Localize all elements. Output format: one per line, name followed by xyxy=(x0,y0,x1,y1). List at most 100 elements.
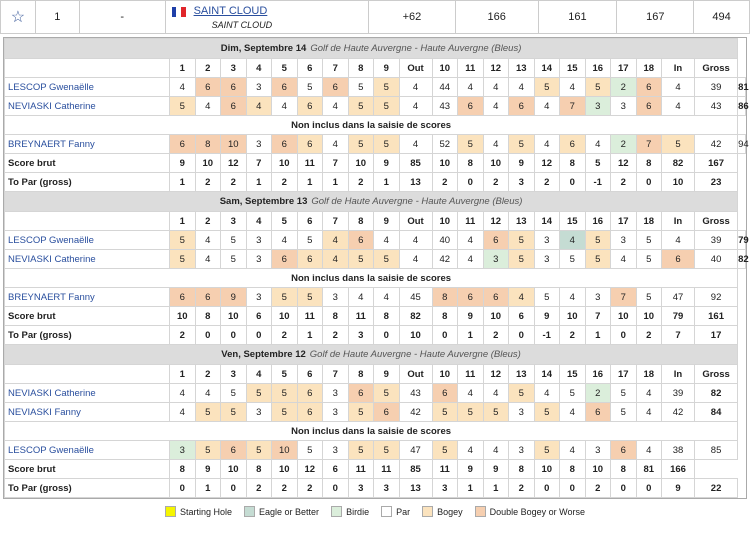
score-cell: 4 xyxy=(194,96,221,116)
player-name-link[interactable]: NEVIASKI Catherine xyxy=(4,383,170,403)
legend-item: Starting Hole xyxy=(164,506,232,517)
to-par-row: To Par (gross) 1 2 2 1 2 1 1 2 1 13 2 0 2 3 2 0 -1 2 0 10 23 xyxy=(4,172,746,192)
legend-label: Birdie xyxy=(346,506,370,517)
hole-header xyxy=(4,58,170,78)
score-cell: 2 xyxy=(271,172,298,192)
score-cell: 1 xyxy=(373,172,400,192)
score-cell: 5 xyxy=(245,383,272,403)
score-cell: 3 xyxy=(245,249,272,269)
score-cell: 6 xyxy=(245,306,272,326)
score-cell: 5 xyxy=(584,249,611,269)
score-cell: 2 xyxy=(194,172,221,192)
hole-header: 4 xyxy=(245,58,272,78)
score-cell: 2 xyxy=(584,478,611,498)
score-cell: 4 xyxy=(169,77,196,97)
score-cell: 7 xyxy=(661,325,695,345)
score-cell: 11 xyxy=(347,306,374,326)
score-cell: 1 xyxy=(296,325,323,345)
score-cell: 43 xyxy=(431,96,458,116)
score-cell: 6 xyxy=(271,249,298,269)
player-name-link[interactable]: NEVIASKI Catherine xyxy=(4,249,170,269)
score-cell: 4 xyxy=(559,402,586,422)
score-cell: 6 xyxy=(635,96,662,116)
score-cell: 4 xyxy=(482,77,509,97)
hole-header: 7 xyxy=(322,364,349,384)
score-cell: 9 xyxy=(169,153,196,173)
score-cell: 13 xyxy=(398,172,433,192)
round-course: Golf de Haute Auvergne - Haute Auvergne … xyxy=(309,349,521,360)
score-cell: 42 xyxy=(398,402,433,422)
score-cell: 10 xyxy=(482,153,509,173)
round-date: Dim, Septembre 14 xyxy=(220,43,307,54)
player-name-link[interactable]: BREYNAERT Fanny xyxy=(4,134,170,154)
score-cell: 7 xyxy=(610,287,637,307)
score-cell: 4 xyxy=(398,249,433,269)
score-cell: 11 xyxy=(373,459,400,479)
score-cell: 3 xyxy=(508,440,535,460)
hole-header: Gross xyxy=(693,58,739,78)
score-cell: 5 xyxy=(347,402,374,422)
score-cell: 6 xyxy=(347,230,374,250)
score-cell: 0 xyxy=(373,325,400,345)
score-cell: 10 xyxy=(169,306,196,326)
score-cell: 5 xyxy=(271,383,298,403)
player-name-link[interactable]: LESCOP Gwenaëlle xyxy=(4,230,170,250)
score-cell: 5 xyxy=(661,134,695,154)
player-name-link[interactable]: NEVIASKI Catherine xyxy=(4,96,170,116)
score-cell: 4 xyxy=(457,77,484,97)
player-name-link[interactable]: BREYNAERT Fanny xyxy=(4,287,170,307)
score-cell: 4 xyxy=(482,440,509,460)
score-cell: 5 xyxy=(373,134,400,154)
score-cell: 6 xyxy=(347,383,374,403)
score-cell: 4 xyxy=(169,402,196,422)
score-cell: 81 xyxy=(635,459,662,479)
score-cell: 4 xyxy=(194,383,221,403)
to-par-row: To Par (gross) 0 1 0 2 2 2 0 3 3 13 3 1 1 2 0 0 2 0 0 9 22 xyxy=(4,478,746,498)
score-cell: 8 xyxy=(508,459,535,479)
hole-header: 8 xyxy=(347,364,374,384)
excluded-note-row: Non inclus dans la saisie de scores xyxy=(3,115,746,135)
score-cell: 5 xyxy=(373,96,400,116)
score-cell: 11 xyxy=(296,153,323,173)
score-cell: 10 xyxy=(610,306,637,326)
score-cell: 4 xyxy=(533,383,560,403)
score-cell: 6 xyxy=(635,77,662,97)
score-cell: 5 xyxy=(533,402,560,422)
player-name-link[interactable]: NEVIASKI Fanny xyxy=(4,402,170,422)
player-name-link[interactable]: LESCOP Gwenaëlle xyxy=(4,440,170,460)
hole-header: 13 xyxy=(508,211,535,231)
score-cell: 7 xyxy=(584,306,611,326)
player-name-link[interactable]: LESCOP Gwenaëlle xyxy=(4,77,170,97)
favorite-star-icon[interactable]: ☆ xyxy=(1,1,36,33)
score-cell: 52 xyxy=(431,134,458,154)
score-cell: 3 xyxy=(347,325,374,345)
score-cell: 9 xyxy=(508,153,535,173)
score-cell: 22 xyxy=(693,478,739,498)
club-link[interactable]: SAINT CLOUD xyxy=(193,4,268,17)
hole-header: 1 xyxy=(169,364,196,384)
hole-header: 16 xyxy=(584,364,611,384)
round-title: Sam, Septembre 13 Golf de Haute Auvergne … xyxy=(3,191,739,212)
round-header: Ven, Septembre 12 Golf de Haute Auvergne … xyxy=(3,344,746,365)
score-cell: 4 xyxy=(533,96,560,116)
hole-header: In xyxy=(661,364,695,384)
hole-header: 1 xyxy=(169,211,196,231)
score-cell: 1 xyxy=(482,478,509,498)
score-cell: 8 xyxy=(559,459,586,479)
score-cell: 5 xyxy=(373,440,400,460)
score-cell: 5 xyxy=(296,77,323,97)
score-cell: 6 xyxy=(296,383,323,403)
score-cell: 6 xyxy=(271,77,298,97)
score-cell: 6 xyxy=(194,77,221,97)
score-cell: 5 xyxy=(194,402,221,422)
legend-swatch xyxy=(381,506,393,517)
hole-header: 2 xyxy=(194,364,221,384)
legend-swatch xyxy=(422,506,434,517)
legend-label: Par xyxy=(396,506,411,517)
score-cell: 3 xyxy=(322,440,349,460)
score-cell: 1 xyxy=(457,325,484,345)
score-cell: 5 xyxy=(559,383,586,403)
score-cell: 4 xyxy=(398,77,433,97)
hole-header: 3 xyxy=(220,58,247,78)
score-cell: 8 xyxy=(194,306,221,326)
